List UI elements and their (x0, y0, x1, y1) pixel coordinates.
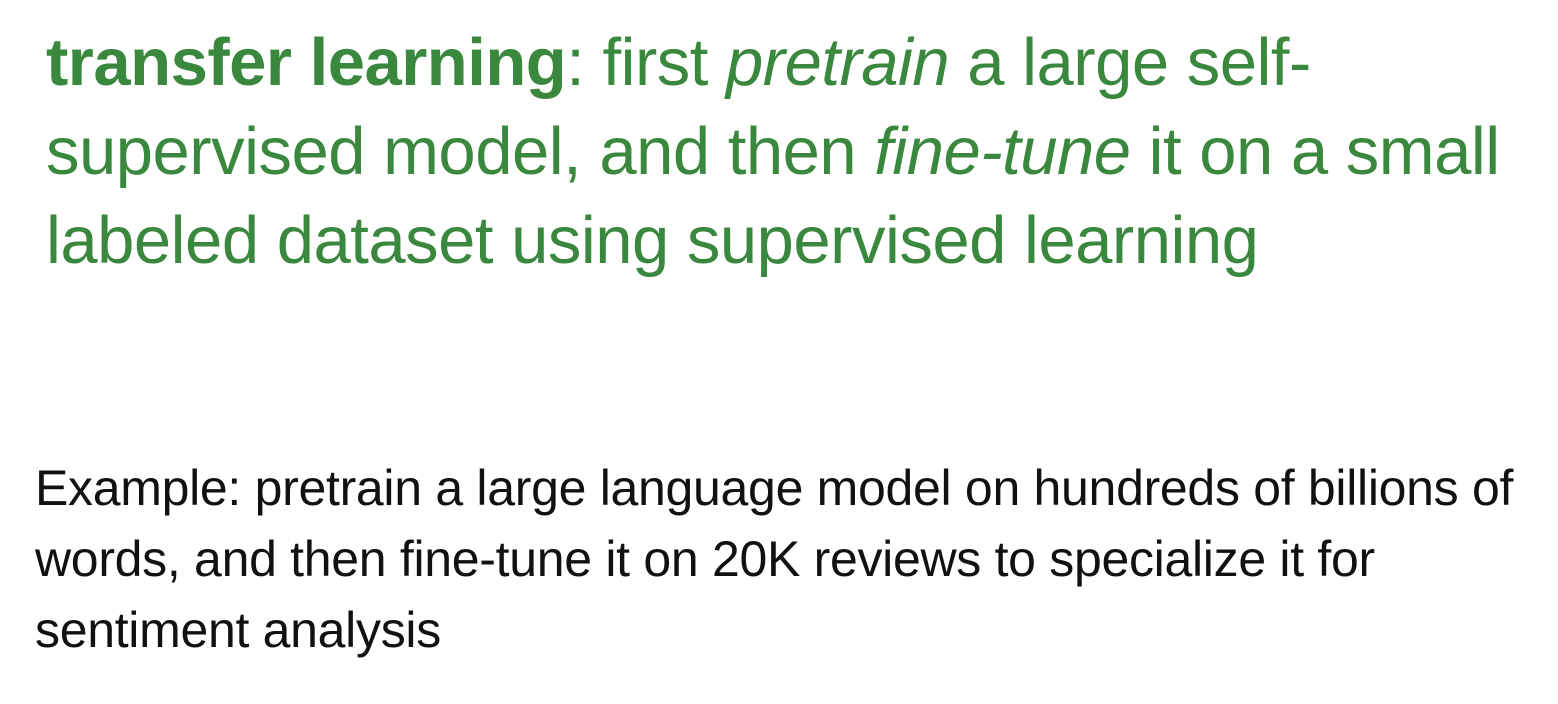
definition-term: transfer learning (46, 25, 567, 100)
definition-text-part3: it on a small labeled dataset using supe… (46, 114, 1500, 278)
definition-emphasis-fine-tune: fine-tune (874, 114, 1131, 189)
definition-colon: : (566, 25, 585, 100)
definition-paragraph: transfer learning: first pretrain a larg… (46, 18, 1516, 285)
definition-text-part1: first (584, 25, 726, 100)
definition-text-part2: a large self-supervised model, and then (46, 25, 1311, 189)
example-paragraph: Example: pretrain a large language model… (35, 460, 1514, 658)
definition-emphasis-pretrain: pretrain (726, 25, 950, 100)
